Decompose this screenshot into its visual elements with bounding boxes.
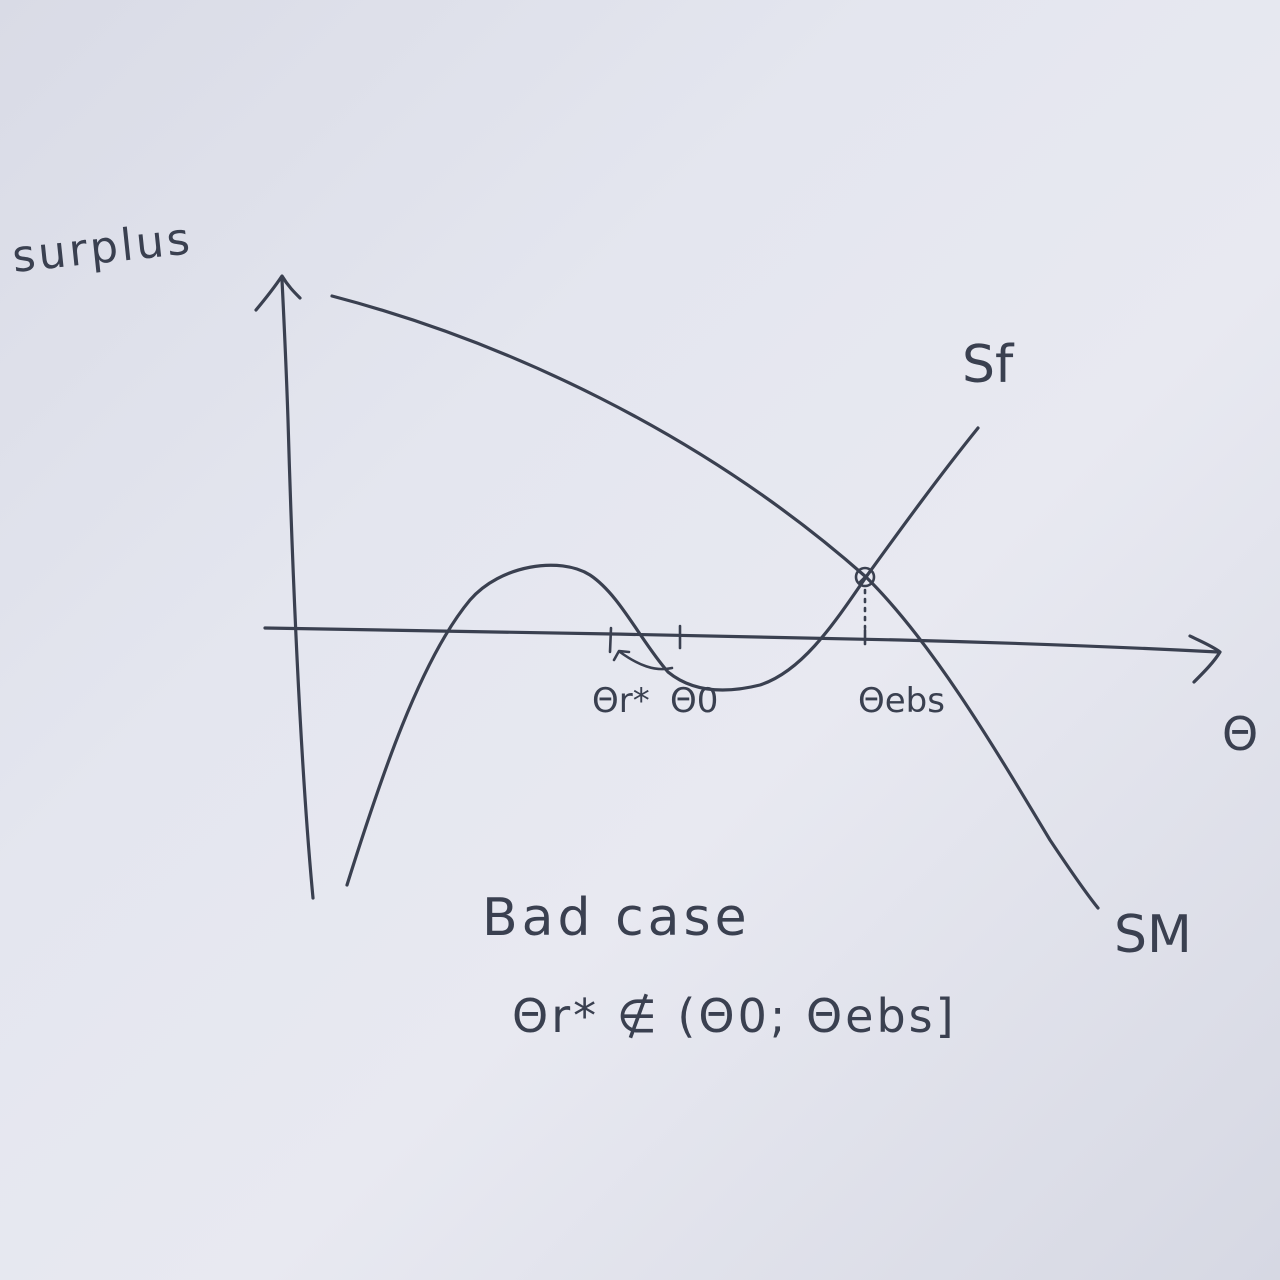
sf-curve	[345, 426, 980, 887]
sf-curve-label: Sf	[962, 335, 1015, 395]
intersection-marker	[854, 566, 876, 588]
sm-curve	[330, 294, 1100, 910]
x-axis	[263, 626, 1222, 684]
x-axis-label: Θ	[1222, 707, 1258, 761]
y-axis-arrowhead	[254, 274, 302, 312]
intersection-marker-cross	[857, 569, 873, 585]
caption: Bad case	[482, 888, 751, 948]
shift-arrowhead	[612, 649, 631, 662]
tick-label-theta-r: Θr*	[592, 681, 650, 721]
tick-theta-r	[608, 626, 613, 654]
x-axis-arrowhead	[1188, 634, 1222, 684]
sm-curve-label: SM	[1114, 905, 1192, 965]
condition: Θr* ∉ (Θ0; Θebs]	[512, 989, 957, 1043]
tick-label-theta-0: Θ0	[670, 681, 718, 721]
y-axis	[254, 274, 315, 900]
tick-label-theta-ebs: Θebs	[858, 681, 945, 721]
y-axis-label: surplus	[10, 213, 195, 283]
shift-arrow	[618, 650, 674, 671]
